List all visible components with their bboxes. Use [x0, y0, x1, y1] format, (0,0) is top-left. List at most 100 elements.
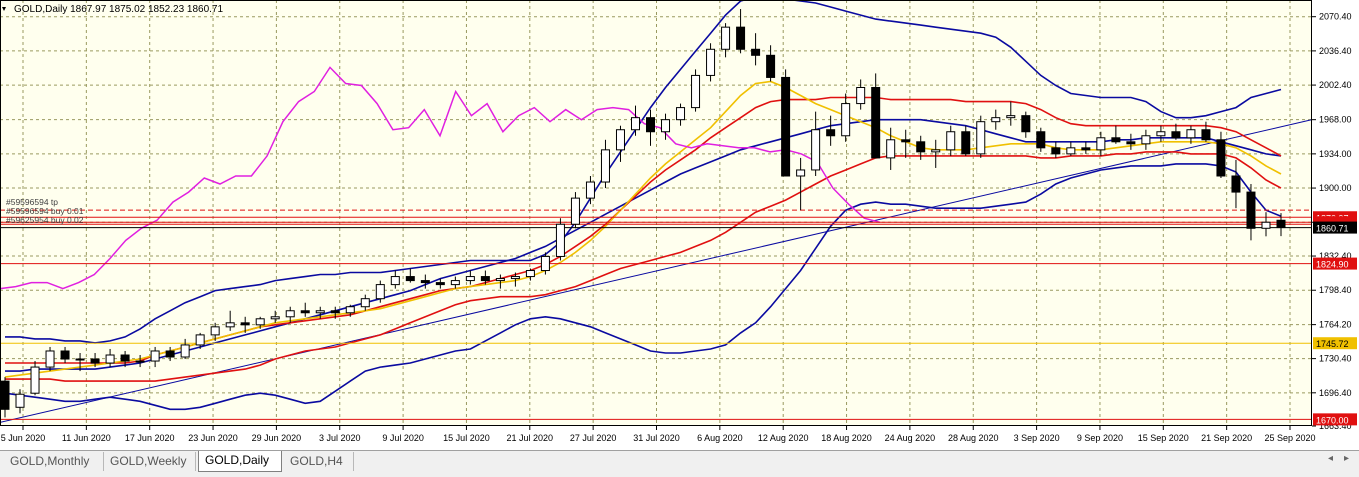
candle[interactable]	[75, 358, 85, 361]
candle[interactable]	[946, 131, 956, 151]
candle[interactable]	[1156, 131, 1166, 137]
candle[interactable]	[1231, 175, 1241, 193]
candle[interactable]	[435, 282, 445, 286]
candle[interactable]	[375, 284, 385, 300]
candle[interactable]	[360, 298, 370, 308]
candle[interactable]	[1066, 147, 1076, 155]
candle[interactable]	[15, 393, 25, 408]
candle[interactable]	[976, 121, 986, 155]
candle[interactable]	[841, 103, 851, 137]
candle[interactable]	[255, 318, 265, 326]
candle[interactable]	[871, 86, 881, 159]
tab-gold-weekly[interactable]: GOLD,Weekly	[104, 452, 196, 471]
candle[interactable]	[270, 316, 280, 320]
tab-gold-daily[interactable]: GOLD,Daily	[198, 451, 282, 472]
candle[interactable]	[630, 117, 640, 131]
candle[interactable]	[916, 141, 926, 153]
candle[interactable]	[1081, 147, 1091, 151]
candle[interactable]	[646, 117, 656, 133]
candle[interactable]	[1216, 139, 1226, 177]
tab-gold-monthly[interactable]: GOLD,Monthly	[4, 452, 104, 471]
candle[interactable]	[225, 322, 235, 328]
x-tick-label: 24 Aug 2020	[885, 433, 936, 443]
price-level-label: 1745.72	[1316, 339, 1349, 349]
candle[interactable]	[961, 131, 971, 155]
candle[interactable]	[195, 334, 205, 346]
candle[interactable]	[676, 107, 686, 121]
candle[interactable]	[555, 223, 565, 257]
candle[interactable]	[991, 117, 1001, 123]
candle[interactable]	[1261, 221, 1271, 229]
candle[interactable]	[105, 354, 115, 364]
tab-gold-h4[interactable]: GOLD,H4	[284, 452, 354, 471]
candle[interactable]	[330, 310, 340, 314]
candle[interactable]	[1006, 115, 1016, 119]
candle[interactable]	[661, 119, 671, 133]
candle[interactable]	[480, 276, 490, 282]
candle[interactable]	[240, 322, 250, 326]
candle[interactable]	[886, 139, 896, 159]
candle[interactable]	[45, 350, 55, 368]
candle[interactable]	[135, 360, 145, 363]
candle[interactable]	[495, 278, 505, 282]
candle[interactable]	[781, 76, 791, 177]
candle[interactable]	[345, 306, 355, 314]
candle[interactable]	[165, 350, 175, 358]
candle[interactable]	[856, 86, 866, 105]
x-tick-label: 11 Jun 2020	[62, 433, 111, 443]
candle[interactable]	[405, 276, 415, 282]
chart-canvas[interactable]: 2070.40 2036.40 2002.40 1968.00 1934.00 1900.…	[0, 0, 1359, 450]
candle[interactable]	[300, 310, 310, 314]
candle[interactable]	[736, 26, 746, 50]
candle[interactable]	[585, 181, 595, 199]
candle[interactable]	[1126, 141, 1136, 145]
candle[interactable]	[390, 276, 400, 286]
candle[interactable]	[1051, 147, 1061, 155]
candle[interactable]	[525, 270, 535, 278]
candle[interactable]	[570, 197, 580, 225]
candle[interactable]	[450, 280, 460, 286]
candle[interactable]	[315, 310, 325, 314]
x-tick-label: 23 Jun 2020	[188, 433, 238, 443]
candle[interactable]	[721, 26, 731, 50]
candle[interactable]	[120, 354, 130, 362]
candle[interactable]	[1021, 115, 1031, 133]
candle[interactable]	[1276, 219, 1286, 229]
candle[interactable]	[180, 344, 190, 358]
candle[interactable]	[1096, 137, 1106, 151]
candle[interactable]	[706, 48, 716, 76]
candle[interactable]	[1186, 129, 1196, 139]
candle[interactable]	[751, 48, 761, 56]
candle[interactable]	[510, 276, 520, 280]
candle[interactable]	[30, 366, 40, 394]
candle[interactable]	[691, 74, 701, 109]
candle[interactable]	[1036, 131, 1046, 149]
scroll-right-icon[interactable]: ▸	[1344, 453, 1350, 464]
candle[interactable]	[60, 350, 70, 360]
candle[interactable]	[615, 129, 625, 151]
candle[interactable]	[826, 129, 836, 137]
candle[interactable]	[901, 139, 911, 143]
candle[interactable]	[285, 310, 295, 318]
candle[interactable]	[1111, 137, 1121, 143]
candle[interactable]	[540, 255, 550, 272]
indicator-line-2	[5, 118, 1282, 372]
candle[interactable]	[465, 276, 475, 282]
candle[interactable]	[0, 380, 10, 410]
candle[interactable]	[811, 129, 821, 171]
price-chart[interactable]: 2070.40 2036.40 2002.40 1968.00 1934.00 1900.…	[0, 0, 1359, 450]
candle[interactable]	[766, 54, 776, 78]
candle[interactable]	[931, 149, 941, 153]
candle[interactable]	[1246, 191, 1256, 229]
candle[interactable]	[150, 350, 160, 362]
scroll-left-icon[interactable]: ◂	[1328, 453, 1334, 464]
candle[interactable]	[796, 169, 806, 177]
candle[interactable]	[1141, 135, 1151, 145]
candle[interactable]	[210, 326, 220, 336]
candle[interactable]	[90, 358, 100, 364]
candle[interactable]	[600, 149, 610, 183]
x-tick-label: 15 Jul 2020	[443, 433, 490, 443]
candle[interactable]	[420, 280, 430, 284]
candle[interactable]	[1201, 129, 1211, 141]
candle[interactable]	[1171, 131, 1181, 139]
